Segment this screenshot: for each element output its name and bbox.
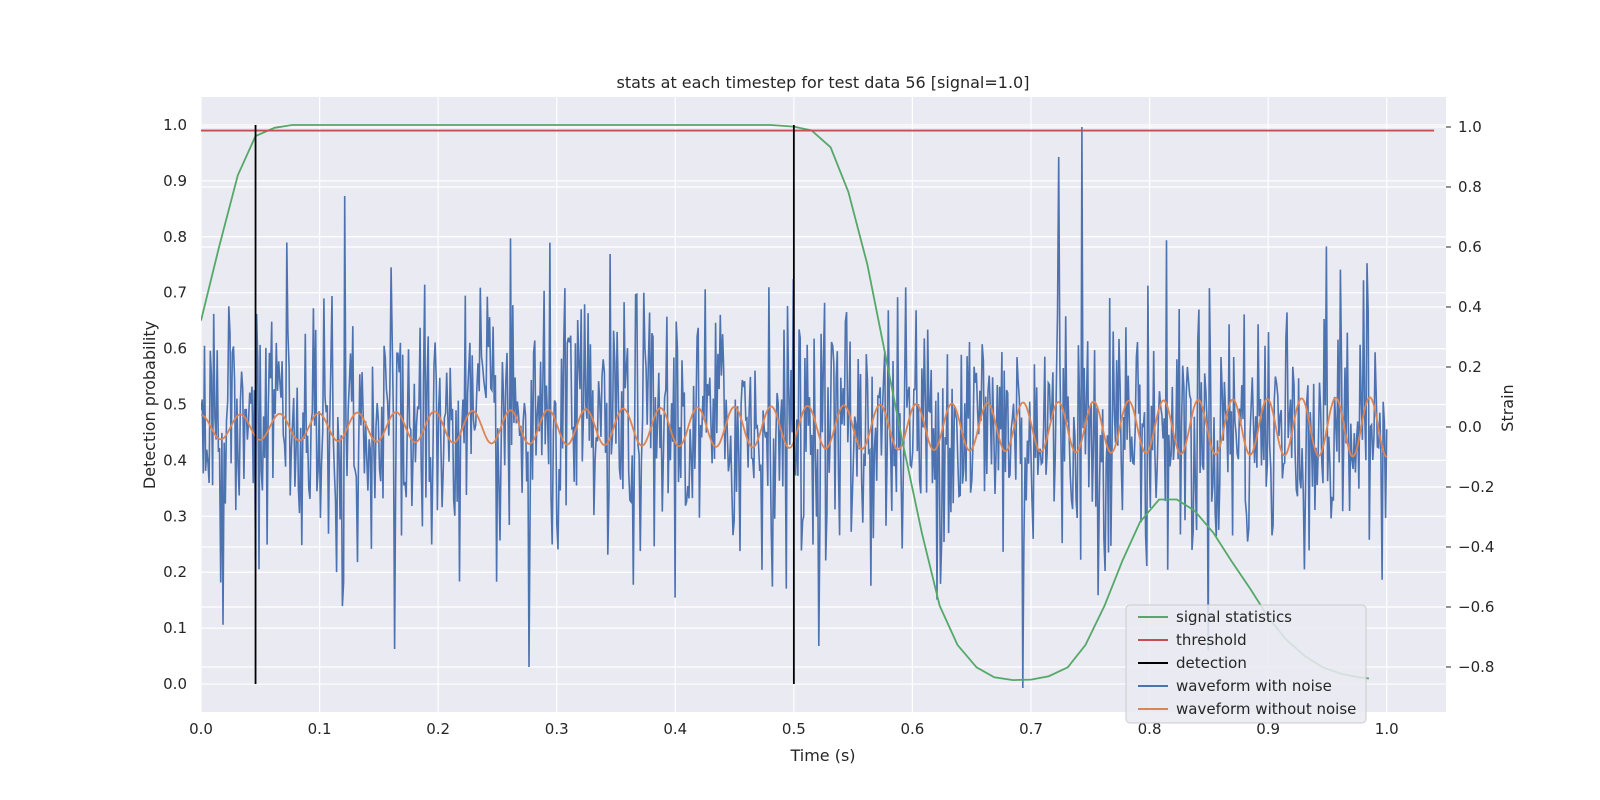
x-tick-label: 0.4 [663, 720, 687, 738]
signal-statistics-line [201, 124, 1370, 682]
right-tick-label: −0.8 [1458, 658, 1494, 676]
x-tick-label: 0.6 [900, 720, 924, 738]
legend-label-waveform-with-noise: waveform with noise [1176, 677, 1332, 695]
x-axis-label: Time (s) [789, 746, 855, 765]
legend: signal statistics threshold detection wa… [1125, 604, 1367, 724]
x-tick-label: 0.7 [1019, 720, 1043, 738]
right-tick-label: 0.4 [1458, 298, 1482, 316]
y-tick-label: 0.1 [163, 619, 187, 637]
x-tick-label: 0.0 [189, 720, 213, 738]
right-tick-label: 0.6 [1458, 238, 1482, 256]
legend-label-detection: detection [1176, 654, 1247, 672]
y-axis-ticks: 0.0 0.1 0.2 0.3 0.4 0.5 0.6 0.7 0.8 0.9 1.0 [163, 116, 187, 693]
y-tick-label: 0.6 [163, 340, 187, 358]
right-tick-label: −0.4 [1458, 538, 1494, 556]
y-tick-label: 0.8 [163, 228, 187, 246]
x-tick-label: 1.0 [1375, 720, 1399, 738]
series-lines [201, 124, 1435, 689]
y-axis-label: Detection probability [140, 321, 159, 489]
y-tick-label: 0.0 [163, 675, 187, 693]
y-tick-label: 0.2 [163, 563, 187, 581]
chart-title: stats at each timestep for test data 56 … [617, 73, 1030, 92]
legend-label-threshold: threshold [1176, 631, 1247, 649]
y-tick-label: 0.5 [163, 396, 187, 414]
right-axis-label: Strain [1498, 384, 1517, 431]
right-tick-label: 0.2 [1458, 358, 1482, 376]
right-tick-label: 1.0 [1458, 118, 1482, 136]
x-axis-ticks: 0.0 0.1 0.2 0.3 0.4 0.5 0.6 0.7 0.8 0.9 1.0 [189, 720, 1399, 738]
y-tick-label: 1.0 [163, 116, 187, 134]
y-tick-label: 0.7 [163, 284, 187, 302]
x-tick-label: 0.2 [426, 720, 450, 738]
right-tick-label: −0.2 [1458, 478, 1494, 496]
x-tick-label: 0.1 [308, 720, 332, 738]
y-tick-label: 0.4 [163, 451, 187, 469]
x-tick-label: 0.5 [782, 720, 806, 738]
right-tick-label: −0.6 [1458, 598, 1494, 616]
right-tick-label: 0.8 [1458, 178, 1482, 196]
y-tick-label: 0.9 [163, 172, 187, 190]
x-tick-label: 0.9 [1256, 720, 1280, 738]
right-axis-ticks: −0.8 −0.6 −0.4 −0.2 0.0 0.2 0.4 0.6 0.8 1.0 [1446, 118, 1494, 676]
legend-label-signal-statistics: signal statistics [1176, 608, 1292, 626]
x-tick-label: 0.3 [545, 720, 569, 738]
right-tick-label: 0.0 [1458, 418, 1482, 436]
x-tick-label: 0.8 [1138, 720, 1162, 738]
legend-box [1125, 604, 1367, 724]
legend-label-waveform-without-noise: waveform without noise [1176, 700, 1356, 718]
y-tick-label: 0.3 [163, 507, 187, 525]
